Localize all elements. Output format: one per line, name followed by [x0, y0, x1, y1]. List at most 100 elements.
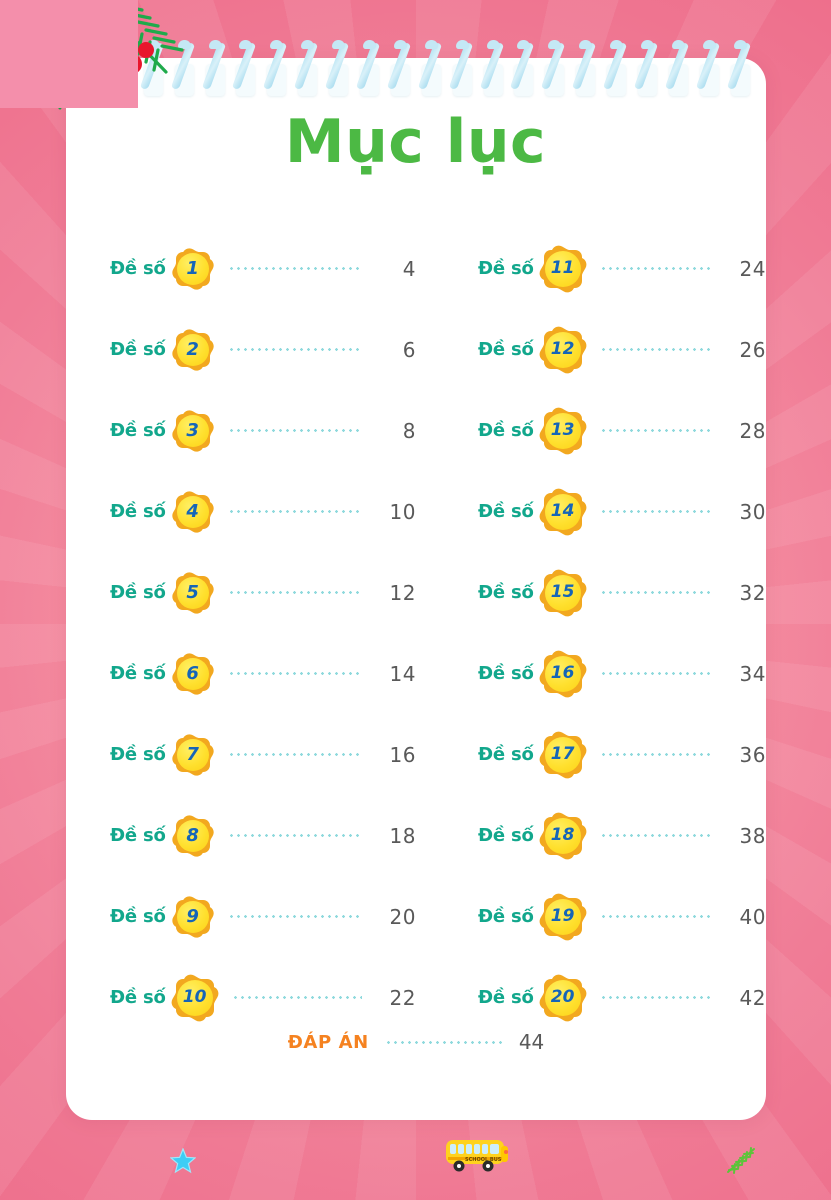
toc-dot-leader	[599, 996, 712, 999]
badge-disc	[544, 412, 581, 449]
toc-dot-leader	[599, 591, 712, 594]
svg-text:SCHOOL BUS: SCHOOL BUS	[465, 1157, 502, 1163]
toc-entry[interactable]: Đề số 16 34	[416, 633, 766, 714]
toc-entry-page-number: 14	[389, 661, 416, 686]
toc-entry[interactable]: Đề số 3 8	[66, 390, 416, 471]
badge-disc	[176, 657, 209, 690]
toc-entry[interactable]: Đề số 4 10	[66, 471, 416, 552]
toc-entry-number-badge: 18	[536, 809, 589, 862]
toc-entry-page-number: 18	[389, 823, 416, 848]
toc-entry-number-badge: 10	[168, 971, 221, 1024]
table-of-contents: Đề số 1 4 Đề số 2 6 Đề số 3 8 Đề số 4 10 Đề số 5 12 Đề …	[66, 228, 766, 1024]
answer-key-row[interactable]: ĐÁP ÁN 44	[66, 1030, 766, 1054]
toc-entry-number: 9	[186, 905, 199, 927]
badge-disc	[176, 495, 209, 528]
toc-entry-number-badge: 4	[169, 488, 216, 535]
toc-dot-leader	[227, 753, 362, 756]
toc-entry-page-number: 34	[739, 661, 766, 686]
toc-entry-label: Đề số	[110, 825, 166, 846]
toc-entry-number-badge: 5	[169, 569, 216, 616]
toc-entry[interactable]: Đề số 20 42	[416, 957, 766, 1038]
toc-entry-page-number: 42	[739, 985, 766, 1010]
toc-entry-number-badge: 20	[536, 971, 589, 1024]
toc-entry[interactable]: Đề số 17 36	[416, 714, 766, 795]
toc-entry-page-number: 22	[389, 985, 416, 1010]
toc-dot-leader	[599, 429, 712, 432]
toc-entry-label: Đề số	[478, 582, 534, 603]
toc-entry-page-number: 36	[739, 742, 766, 767]
toc-entry-label: Đề số	[478, 825, 534, 846]
toc-entry-label: Đề số	[110, 906, 166, 927]
toc-entry-page-number: 40	[739, 904, 766, 929]
toc-entry-number: 11	[550, 258, 575, 278]
toc-entry[interactable]: Đề số 6 14	[66, 633, 416, 714]
toc-entry-label: Đề số	[478, 258, 534, 279]
badge-disc	[176, 333, 209, 366]
toc-entry[interactable]: Đề số 18 38	[416, 795, 766, 876]
toc-entry-label: Đề số	[478, 663, 534, 684]
toc-entry-number-badge: 15	[536, 566, 589, 619]
toc-dot-leader	[227, 915, 362, 918]
toc-entry-label: Đề số	[478, 339, 534, 360]
toc-entry[interactable]: Đề số 2 6	[66, 309, 416, 390]
toc-entry-page-number: 6	[402, 337, 416, 362]
toc-entry-page-number: 12	[389, 580, 416, 605]
toc-entry[interactable]: Đề số 13 28	[416, 390, 766, 471]
toc-entry-label: Đề số	[478, 987, 534, 1008]
answer-key-label: ĐÁP ÁN	[287, 1031, 369, 1053]
toc-entry-label: Đề số	[110, 501, 166, 522]
toc-entry[interactable]: Đề số 10 22	[66, 957, 416, 1038]
toc-entry-number: 6	[186, 662, 199, 684]
toc-dot-leader	[231, 996, 362, 999]
toc-entry-number: 10	[182, 987, 207, 1007]
toc-entry[interactable]: Đề số 14 30	[416, 471, 766, 552]
toc-entry[interactable]: Đề số 1 4	[66, 228, 416, 309]
toc-entry-number: 17	[550, 744, 575, 764]
toc-entry-number-badge: 13	[536, 404, 589, 457]
toc-column-left: Đề số 1 4 Đề số 2 6 Đề số 3 8 Đề số 4 10 Đề số 5 12 Đề …	[66, 228, 416, 1024]
badge-disc	[176, 900, 209, 933]
badge-disc	[544, 736, 581, 773]
toc-entry-number: 4	[186, 500, 199, 522]
toc-entry-number: 1	[186, 257, 199, 279]
toc-entry-page-number: 16	[389, 742, 416, 767]
answer-key-dot-leader	[384, 1040, 503, 1044]
toc-entry[interactable]: Đề số 11 24	[416, 228, 766, 309]
badge-disc	[544, 655, 581, 692]
toc-dot-leader	[599, 672, 712, 675]
toc-entry-number: 16	[550, 663, 575, 683]
toc-entry[interactable]: Đề số 12 26	[416, 309, 766, 390]
badge-disc	[544, 979, 581, 1016]
toc-entry[interactable]: Đề số 9 20	[66, 876, 416, 957]
toc-entry-number: 7	[186, 743, 199, 765]
toc-entry[interactable]: Đề số 19 40	[416, 876, 766, 957]
toc-entry-number-badge: 17	[536, 728, 589, 781]
toc-entry-number: 13	[550, 420, 575, 440]
toc-entry[interactable]: Đề số 5 12	[66, 552, 416, 633]
toc-entry-page-number: 28	[739, 418, 766, 443]
badge-disc	[544, 331, 581, 368]
toc-dot-leader	[227, 348, 362, 351]
toc-entry-page-number: 4	[402, 256, 416, 281]
toc-entry[interactable]: Đề số 15 32	[416, 552, 766, 633]
toc-entry-number-badge: 7	[169, 731, 216, 778]
toc-entry-number: 12	[550, 339, 575, 359]
badge-disc	[176, 576, 209, 609]
toc-entry-label: Đề số	[110, 744, 166, 765]
toc-entry-number: 5	[186, 581, 199, 603]
toc-entry-page-number: 8	[402, 418, 416, 443]
toc-entry-label: Đề số	[110, 582, 166, 603]
badge-disc	[544, 817, 581, 854]
toc-entry-label: Đề số	[478, 906, 534, 927]
school-bus-icon: SCHOOL BUS	[443, 1132, 511, 1176]
toc-entry-label: Đề số	[110, 339, 166, 360]
toc-entry[interactable]: Đề số 8 18	[66, 795, 416, 876]
toc-entry[interactable]: Đề số 7 16	[66, 714, 416, 795]
toc-entry-number-badge: 14	[536, 485, 589, 538]
toc-entry-label: Đề số	[110, 420, 166, 441]
toc-entry-number-badge: 11	[536, 242, 589, 295]
toc-entry-label: Đề số	[478, 744, 534, 765]
toc-dot-leader	[599, 753, 712, 756]
badge-disc	[176, 414, 209, 447]
